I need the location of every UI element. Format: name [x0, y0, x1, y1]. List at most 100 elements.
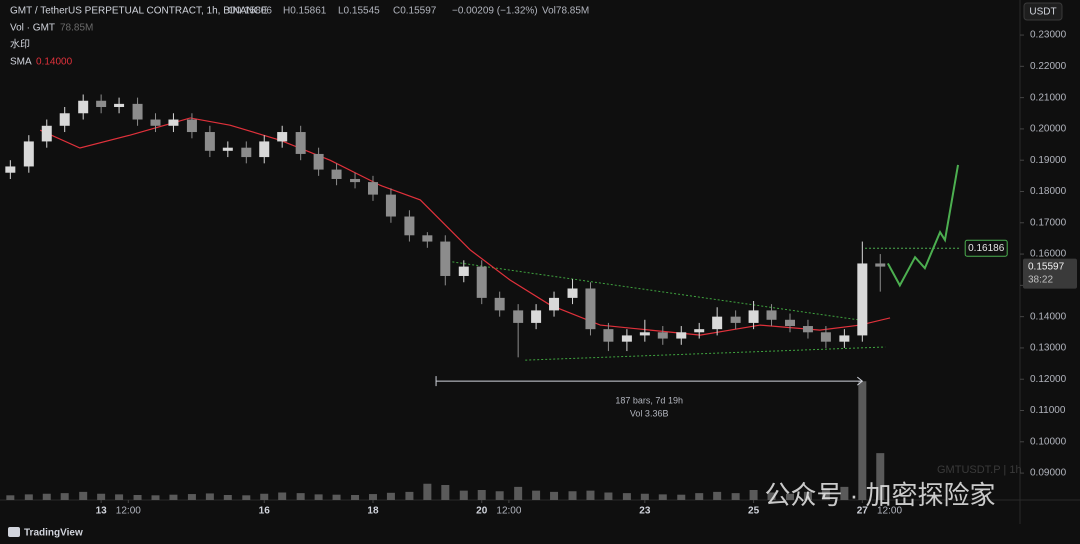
volume-bar — [169, 494, 178, 500]
volume-bar — [441, 485, 450, 500]
candle-body — [440, 241, 451, 276]
candle-body — [259, 141, 270, 158]
volume-bar — [187, 494, 196, 500]
volume-bar — [79, 491, 88, 500]
volume-bar — [586, 490, 595, 500]
volume-bar — [550, 491, 559, 500]
candle-body — [494, 297, 505, 311]
volume-bar — [351, 495, 360, 500]
candle-body — [585, 288, 596, 330]
y-tick-label: 0.19000 — [1030, 155, 1067, 166]
volume-bar — [205, 493, 214, 500]
volume-bar — [821, 488, 830, 500]
volume-bar — [568, 491, 577, 500]
measure-arrow — [857, 376, 864, 386]
candle-body — [385, 194, 396, 217]
volume-bar — [604, 492, 613, 500]
volume-bar — [60, 493, 69, 500]
sma-line — [39, 117, 891, 336]
target-label: 0.16186 — [968, 243, 1005, 254]
legend-open: O0.15806 — [228, 6, 272, 17]
trend-line — [525, 346, 886, 361]
volume-bar — [477, 490, 486, 500]
volume-bar — [695, 493, 704, 500]
volume-bar — [405, 491, 414, 500]
candle-body — [694, 329, 705, 333]
volume-bar — [803, 491, 812, 500]
x-tick-label: 18 — [367, 506, 379, 517]
brand-logo[interactable]: TradingView — [8, 527, 83, 539]
candle-body — [820, 332, 831, 342]
currency-label[interactable]: USDT — [1029, 7, 1056, 18]
x-tick-label: 12:00 — [496, 506, 521, 517]
candle-body — [639, 332, 650, 336]
candle-body — [367, 182, 378, 195]
candle-body — [59, 113, 70, 126]
volume-bar — [640, 493, 649, 500]
brand-icon[interactable] — [8, 527, 20, 537]
target-box — [964, 239, 1008, 257]
candle-body — [114, 103, 125, 108]
candle-body — [150, 119, 161, 126]
volume-bar — [713, 491, 722, 500]
trend-line — [452, 261, 861, 321]
candle-body — [513, 310, 524, 323]
volume-bar — [658, 494, 667, 500]
y-tick-label: 0.18000 — [1030, 186, 1067, 197]
currency-button[interactable] — [1023, 2, 1063, 21]
volume-bar — [42, 493, 51, 500]
volume-bar — [97, 493, 106, 500]
projection-line — [887, 164, 960, 288]
volume-bar — [223, 495, 232, 500]
volume-bar — [876, 453, 885, 500]
volume-bar — [731, 493, 740, 500]
volume-bar — [514, 486, 523, 500]
candle-body — [23, 141, 34, 167]
candle-body — [621, 335, 632, 342]
brand-name[interactable]: TradingView — [24, 528, 83, 539]
volume-bar — [386, 492, 395, 500]
candle-body — [748, 310, 759, 323]
y-tick-label: 0.12000 — [1030, 374, 1067, 385]
last-price-tag — [1023, 258, 1077, 289]
volume-bar — [314, 494, 323, 500]
measure-label: 187 bars, 7d 19h — [615, 395, 683, 405]
volume-legend-value: 78.85M — [60, 23, 93, 34]
y-tick-label: 0.20000 — [1030, 124, 1067, 135]
volume-bar — [840, 486, 849, 500]
volume-bar — [242, 495, 251, 500]
volume-bar — [858, 381, 867, 500]
volume-bar — [133, 495, 142, 500]
legend-change: −0.00209 (−1.32%) — [452, 6, 538, 17]
volume-bar — [278, 492, 287, 500]
legend-volume: Vol78.85M — [542, 6, 589, 17]
candle-body — [857, 263, 868, 336]
volume-bar — [115, 494, 124, 500]
symbol-watermark: GMTUSDT.P | 1h — [937, 464, 1022, 476]
candle-body — [168, 119, 179, 126]
candle-body — [875, 263, 886, 267]
y-tick-label: 0.16000 — [1030, 249, 1067, 260]
volume-bar — [749, 490, 758, 500]
candle-body — [657, 332, 668, 339]
candle-body — [295, 132, 306, 154]
candle-body — [241, 147, 252, 158]
y-tick-label: 0.10000 — [1030, 436, 1067, 447]
candle-body — [730, 316, 741, 323]
legend-symbol: GMT / TetherUS PERPETUAL CONTRACT, 1h, B… — [10, 6, 268, 17]
candle-body — [204, 132, 215, 151]
y-tick-label: 0.22000 — [1030, 61, 1067, 72]
x-tick-label: 25 — [748, 506, 760, 517]
volume-bar — [332, 494, 341, 500]
candle-body — [404, 216, 415, 236]
x-tick-label: 20 — [476, 506, 488, 517]
candle-body — [277, 132, 288, 142]
candle-body — [313, 153, 324, 170]
candle-body — [132, 103, 143, 120]
volume-bar — [296, 493, 305, 500]
volume-bar — [459, 490, 468, 500]
x-tick-label: 13 — [96, 506, 108, 517]
candle-body — [839, 335, 850, 342]
overlay-watermark: 公众号 · 加密探险家 — [764, 480, 995, 510]
